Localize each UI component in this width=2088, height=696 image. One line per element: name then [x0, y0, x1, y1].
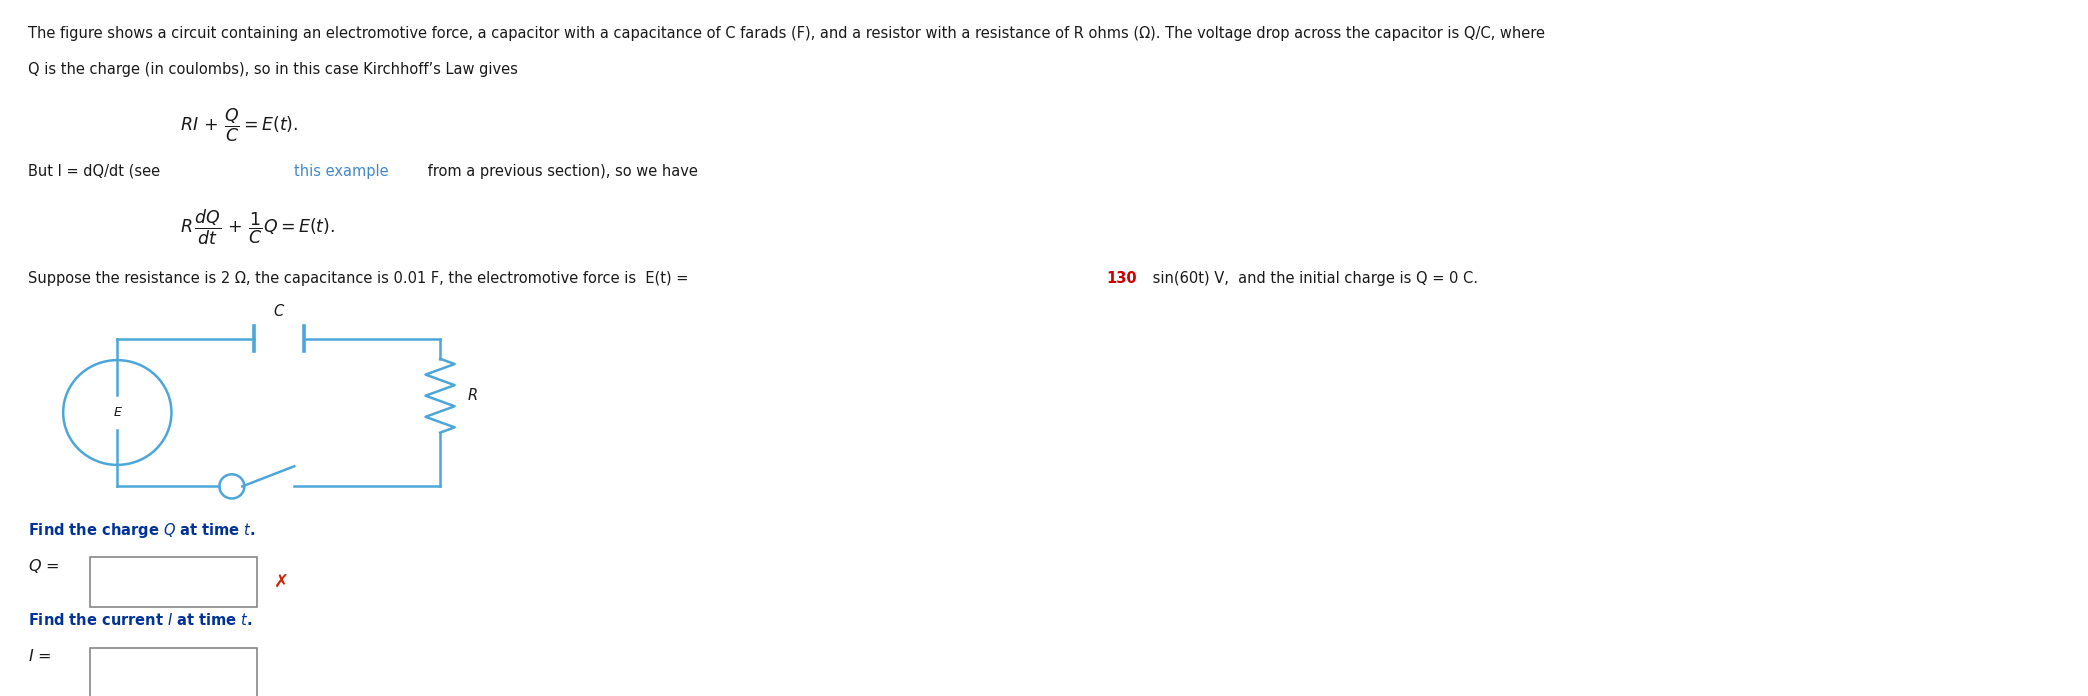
Text: The figure shows a circuit containing an electromotive force, a capacitor with a: The figure shows a circuit containing an…	[27, 26, 1545, 41]
Text: Suppose the resistance is 2 Ω, the capacitance is 0.01 F, the electromotive forc: Suppose the resistance is 2 Ω, the capac…	[27, 271, 693, 287]
Text: ✗: ✗	[274, 573, 288, 591]
Text: Find the current $I$ at time $t$.: Find the current $I$ at time $t$.	[27, 612, 253, 628]
Text: Q is the charge (in coulombs), so in this case Kirchhoff’s Law gives: Q is the charge (in coulombs), so in thi…	[27, 62, 518, 77]
Text: sin(60t) V,  and the initial charge is Q = 0 C.: sin(60t) V, and the initial charge is Q …	[1148, 271, 1478, 287]
Text: $R\,\dfrac{dQ}{dt}\,+\,\dfrac{1}{C}Q = E(t).$: $R\,\dfrac{dQ}{dt}\,+\,\dfrac{1}{C}Q = E…	[180, 207, 334, 247]
Text: this example: this example	[294, 164, 388, 179]
Text: from a previous section), so we have: from a previous section), so we have	[424, 164, 697, 179]
Text: $RI\,+\,\dfrac{Q}{C} = E(t).$: $RI\,+\,\dfrac{Q}{C} = E(t).$	[180, 107, 299, 144]
Text: $Q$ =: $Q$ =	[27, 557, 58, 575]
Text: E: E	[113, 406, 121, 419]
Text: R: R	[468, 388, 478, 403]
Text: Find the charge $Q$ at time $t$.: Find the charge $Q$ at time $t$.	[27, 521, 255, 540]
Text: $I$ =: $I$ =	[27, 647, 52, 663]
Text: But I = dQ/dt (see: But I = dQ/dt (see	[27, 164, 165, 179]
FancyBboxPatch shape	[90, 557, 257, 608]
Text: 130: 130	[1107, 271, 1138, 287]
FancyBboxPatch shape	[90, 647, 257, 696]
Text: C: C	[274, 303, 284, 319]
